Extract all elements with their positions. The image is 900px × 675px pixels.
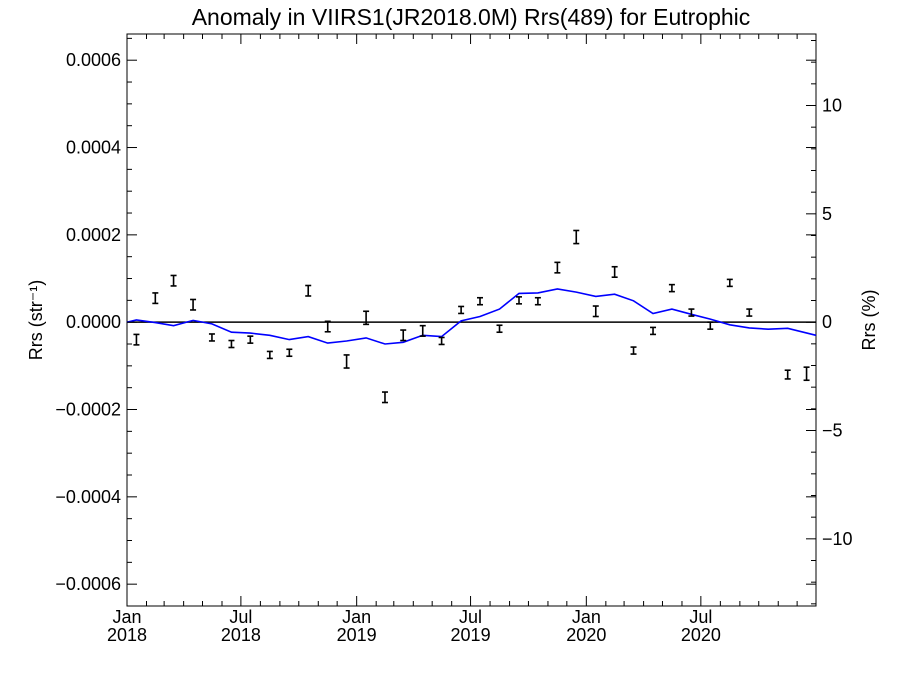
x-tick-year: 2019	[451, 625, 491, 645]
error-bar-4	[190, 298, 197, 311]
y-right-tick-label: 10	[822, 96, 842, 116]
error-bar-8	[266, 350, 273, 360]
y-right-tick-label: 0	[822, 312, 832, 332]
x-tick-year: 2018	[221, 625, 261, 645]
error-bar-29	[668, 283, 675, 293]
x-tick-month: Jan	[112, 607, 141, 627]
error-bar-12	[343, 354, 350, 369]
error-bar-18	[458, 305, 465, 315]
x-tick-year: 2020	[681, 625, 721, 645]
error-bar-32	[726, 278, 733, 288]
error-bar-2	[152, 292, 159, 305]
error-bar-30	[688, 308, 695, 317]
chart-title: Anomaly in VIIRS1(JR2018.0M) Rrs(489) fo…	[192, 4, 751, 30]
y-left-tick-label: −0.0004	[55, 487, 121, 507]
error-bar-34	[784, 369, 791, 380]
y-left-tick-label: 0.0002	[66, 225, 121, 245]
y-right-tick-label: −10	[822, 529, 853, 549]
x-tick-month: Jan	[342, 607, 371, 627]
error-bar-23	[554, 261, 561, 274]
error-bar-5	[208, 333, 215, 342]
error-bar-33	[746, 308, 753, 317]
y-axis-right-label: Rrs (%)	[859, 290, 879, 351]
error-bar-35	[803, 366, 810, 382]
y-left-tick-label: 0.0006	[66, 50, 121, 70]
error-bar-22	[534, 296, 541, 306]
anomaly-line	[126, 288, 817, 345]
error-bar-17	[438, 336, 445, 346]
x-tick-month: Jul	[459, 607, 482, 627]
y-left-tick-label: 0.0000	[66, 312, 121, 332]
anomaly-line-group	[126, 288, 817, 345]
error-bar-28	[650, 326, 657, 336]
y-right-tick-label: −5	[822, 421, 843, 441]
error-bar-16	[419, 324, 426, 337]
error-bar-27	[630, 346, 637, 355]
tick-labels-group: 0.0006 0.0004 0.0002 0.0000 −0.0002 −0.0004 −0…	[55, 50, 852, 645]
error-bar-31	[707, 321, 714, 330]
error-bar-10	[305, 284, 312, 297]
x-tick-month: Jul	[689, 607, 712, 627]
error-bar-1	[133, 333, 140, 346]
error-bar-15	[400, 329, 407, 342]
x-tick-year: 2019	[337, 625, 377, 645]
axis-ticks-group	[126, 34, 816, 607]
y-left-tick-label: 0.0004	[66, 138, 121, 158]
error-bar-19	[476, 296, 483, 306]
error-bar-3	[170, 274, 177, 287]
x-tick-month: Jan	[572, 607, 601, 627]
error-bar-25	[592, 305, 599, 318]
error-bar-13	[363, 310, 370, 326]
error-bar-group	[133, 229, 810, 404]
error-bar-6	[228, 339, 235, 349]
y-right-tick-label: 5	[822, 204, 832, 224]
plot-frame	[126, 33, 817, 607]
error-bar-9	[286, 348, 293, 358]
error-bar-20	[496, 324, 503, 334]
y-left-tick-label: −0.0006	[55, 574, 121, 594]
y-axis-left-label: Rrs (str⁻¹)	[26, 280, 46, 360]
y-left-tick-label: −0.0002	[55, 400, 121, 420]
error-bar-7	[247, 335, 254, 344]
x-tick-year: 2020	[566, 625, 606, 645]
error-bar-21	[516, 296, 523, 305]
error-bar-14	[381, 391, 388, 404]
x-tick-year: 2018	[107, 625, 147, 645]
error-bar-24	[573, 229, 580, 245]
error-bar-26	[611, 265, 618, 279]
error-bar-11	[324, 320, 331, 333]
x-tick-month: Jul	[229, 607, 252, 627]
